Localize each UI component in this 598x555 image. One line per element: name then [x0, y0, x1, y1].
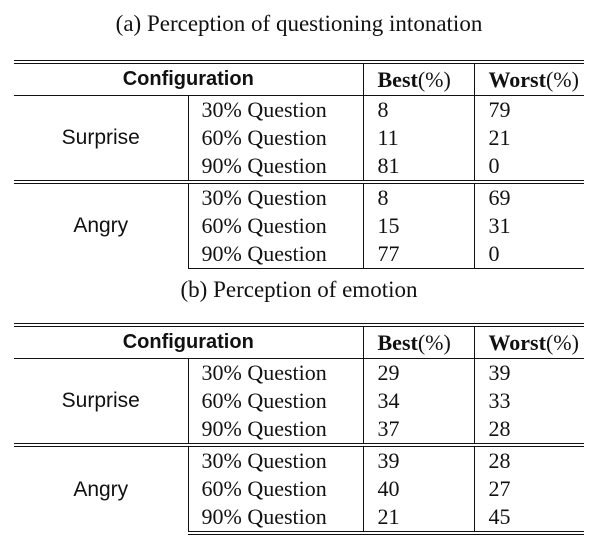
- worst-cell: 39: [488, 360, 511, 385]
- header-best-label: Best: [377, 330, 418, 355]
- table-row: 60% Question 40 27: [14, 475, 584, 503]
- best-cell: 8: [363, 95, 475, 124]
- table-a-caption: (a) Perception of questioning intonation: [115, 11, 483, 36]
- table-a: Configuration Best(%) Worst(%) Surprise …: [14, 60, 584, 269]
- header-best: Best(%): [362, 60, 474, 96]
- table-row: 60% Question 15 31: [14, 212, 584, 240]
- worst-cell: 45: [474, 503, 584, 535]
- best-cell: 15: [363, 212, 475, 240]
- header-worst: Worst(%): [473, 323, 584, 359]
- table-b-caption: (b) Perception of emotion: [180, 277, 418, 302]
- group-name: Angry: [14, 443, 189, 533]
- config-cell: 30% Question: [188, 443, 364, 475]
- group-name: Angry: [14, 180, 189, 269]
- best-cell: 40: [363, 475, 475, 503]
- table-row: 90% Question 81 0: [14, 152, 584, 182]
- table-row: Angry 30% Question 39 28: [14, 443, 584, 533]
- config-cell: 60% Question: [188, 124, 364, 152]
- config-cell: 30% Question: [188, 358, 364, 387]
- worst-cell: 28: [474, 443, 584, 475]
- worst-cell: 0: [474, 240, 584, 269]
- best-cell: 37: [363, 415, 475, 445]
- header-best-label: Best: [377, 67, 418, 92]
- header-configuration: Configuration: [14, 323, 363, 359]
- table-row: Surprise 30% Question 8 79: [14, 95, 584, 182]
- config-cell: 90% Question: [188, 503, 364, 535]
- table-row: Surprise 30% Question 29 39: [14, 358, 584, 445]
- header-worst-label: Worst: [488, 330, 546, 355]
- config-cell: 60% Question: [188, 475, 364, 503]
- worst-cell: 31: [488, 213, 511, 238]
- worst-cell: 27: [488, 476, 511, 501]
- header-best: Best(%): [362, 323, 474, 359]
- table-row: 90% Question 77 0: [14, 240, 584, 269]
- header-best-unit: (%): [417, 67, 451, 92]
- best-cell: 11: [363, 124, 475, 152]
- header-worst-unit: (%): [545, 330, 579, 355]
- table-header-row: Configuration Best(%) Worst(%): [14, 60, 584, 96]
- header-worst: Worst(%): [473, 60, 584, 96]
- worst-cell: 28: [488, 416, 511, 441]
- header-worst-unit: (%): [545, 67, 579, 92]
- best-cell: 39: [363, 443, 475, 475]
- config-cell: 90% Question: [188, 152, 364, 182]
- group-name: Surprise: [14, 358, 189, 445]
- config-cell: 90% Question: [188, 415, 364, 445]
- worst-cell: 79: [488, 97, 511, 122]
- table-header-row: Configuration Best(%) Worst(%): [14, 323, 584, 359]
- worst-cell: 69: [474, 180, 584, 212]
- best-cell: 8: [363, 180, 475, 212]
- table-row: 90% Question 21 45: [14, 503, 584, 535]
- best-cell: 77: [363, 240, 475, 269]
- table-row: Angry 30% Question 8 69: [14, 180, 584, 269]
- worst-cell: 21: [488, 125, 511, 150]
- group-name: Surprise: [14, 95, 189, 182]
- header-worst-label: Worst: [488, 67, 546, 92]
- header-best-unit: (%): [417, 330, 451, 355]
- worst-cell: 33: [488, 388, 511, 413]
- table-row: 60% Question 11 21: [14, 124, 584, 152]
- config-cell: 60% Question: [188, 387, 364, 415]
- header-configuration: Configuration: [14, 60, 363, 96]
- config-cell: 60% Question: [188, 212, 364, 240]
- config-cell: 90% Question: [188, 240, 364, 269]
- worst-cell: 0: [488, 153, 500, 178]
- best-cell: 81: [363, 152, 475, 182]
- best-cell: 21: [363, 503, 475, 535]
- table-row: 90% Question 37 28: [14, 415, 584, 445]
- config-cell: 30% Question: [188, 180, 364, 212]
- best-cell: 29: [363, 358, 475, 387]
- config-cell: 30% Question: [188, 95, 364, 124]
- table-b: Configuration Best(%) Worst(%) Surprise …: [14, 323, 584, 535]
- table-row: 60% Question 34 33: [14, 387, 584, 415]
- best-cell: 34: [363, 387, 475, 415]
